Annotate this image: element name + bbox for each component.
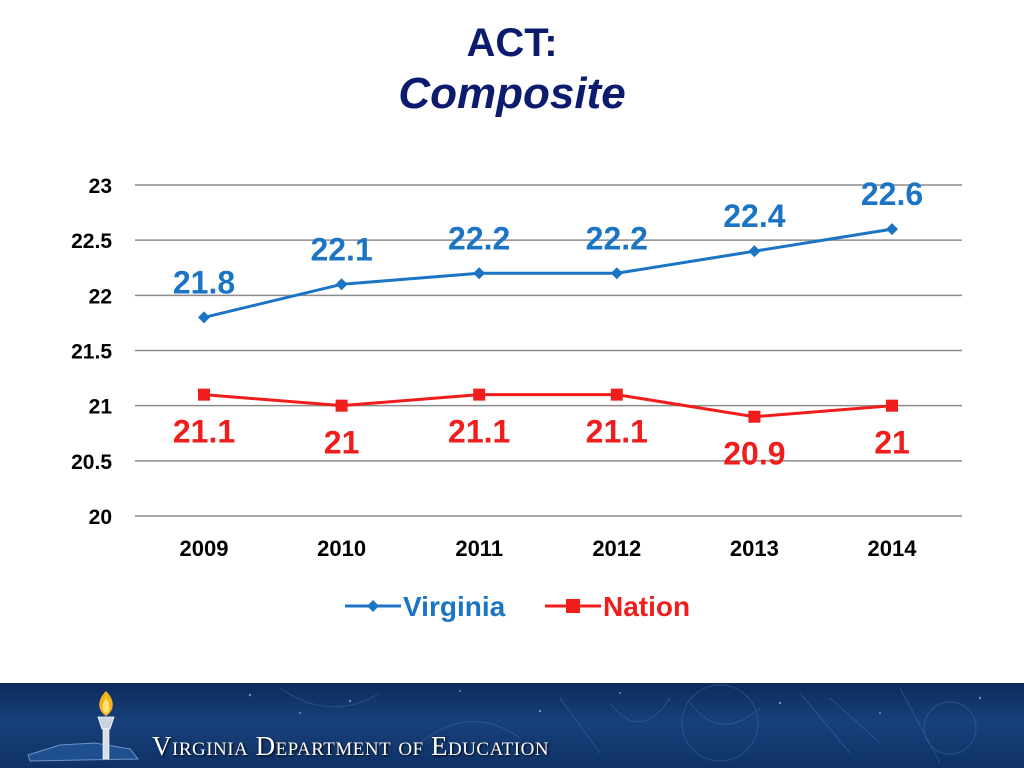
data-label: 21.1 [586,414,648,450]
series-nation: 21.1 21 21.1 21.1 20.9 21 [173,388,910,472]
series-line [203,393,893,419]
x-tick-label: 2012 [592,536,641,561]
data-label: 22.2 [586,220,648,256]
series-line [203,227,893,319]
data-label: 21.8 [173,264,235,300]
x-tick-label: 2011 [455,536,503,561]
data-label: 21.1 [173,414,235,450]
y-axis-ticks: 20 20.5 21 21.5 22 22.5 23 [71,175,112,529]
line-chart: 20 20.5 21 21.5 22 22.5 23 2009 2010 2011 2012 201… [71,175,962,622]
data-point-marker [335,278,348,291]
data-label: 22.2 [448,220,510,256]
legend-label: Nation [603,591,690,622]
legend: Virginia Nation [345,591,690,622]
legend-item-nation: Nation [545,591,690,622]
data-label: 22.1 [310,231,372,267]
y-tick-label: 21.5 [71,341,112,364]
series: 21.8 22.1 22.2 22.2 22.4 22.6 21.1 21 21.1 21.1 20… [173,176,923,472]
data-point-marker [335,399,348,412]
data-label: 22.6 [861,176,923,212]
slide-title: ACT: Composite [0,18,1024,120]
gridlines [135,184,962,517]
torch-and-virginia-map-icon [27,691,140,762]
x-tick-label: 2010 [317,536,366,561]
legend-label: Virginia [403,591,506,622]
data-point-marker [748,410,761,423]
y-tick-label: 23 [89,175,112,198]
series-virginia: 21.8 22.1 22.2 22.2 22.4 22.6 [173,176,923,324]
data-point-marker [610,388,623,401]
footer-decoration [27,684,982,764]
data-point-marker [473,388,486,401]
y-tick-label: 21 [89,396,113,419]
data-label: 20.9 [723,436,785,472]
data-label: 21 [324,425,360,461]
y-tick-label: 20.5 [71,451,112,474]
data-point-marker [198,311,210,324]
title-line-2: Composite [398,69,626,118]
x-axis-ticks: 2009 2010 2011 2012 2013 2014 [180,536,918,561]
data-point-marker [198,388,210,401]
data-label: 21 [874,425,910,461]
x-tick-label: 2009 [180,536,229,561]
y-tick-label: 22.5 [71,230,112,253]
x-tick-label: 2013 [730,536,779,561]
legend-marker [367,600,379,612]
x-tick-label: 2014 [868,536,918,561]
title-line-1: ACT: [466,21,558,65]
legend-item-virginia: Virginia [345,591,506,622]
footer-banner: Virginia Department of Education [0,683,1024,768]
data-label: 22.4 [723,198,785,234]
data-point-marker [610,267,623,280]
data-label: 21.1 [448,414,510,450]
data-point-marker [748,245,761,258]
y-tick-label: 20 [89,506,112,529]
y-tick-label: 22 [89,285,112,308]
data-point-marker [886,223,898,236]
data-point-marker [886,399,898,412]
legend-marker [566,599,580,613]
data-point-marker [473,267,486,280]
organization-name: Virginia Department of Education [152,731,550,761]
